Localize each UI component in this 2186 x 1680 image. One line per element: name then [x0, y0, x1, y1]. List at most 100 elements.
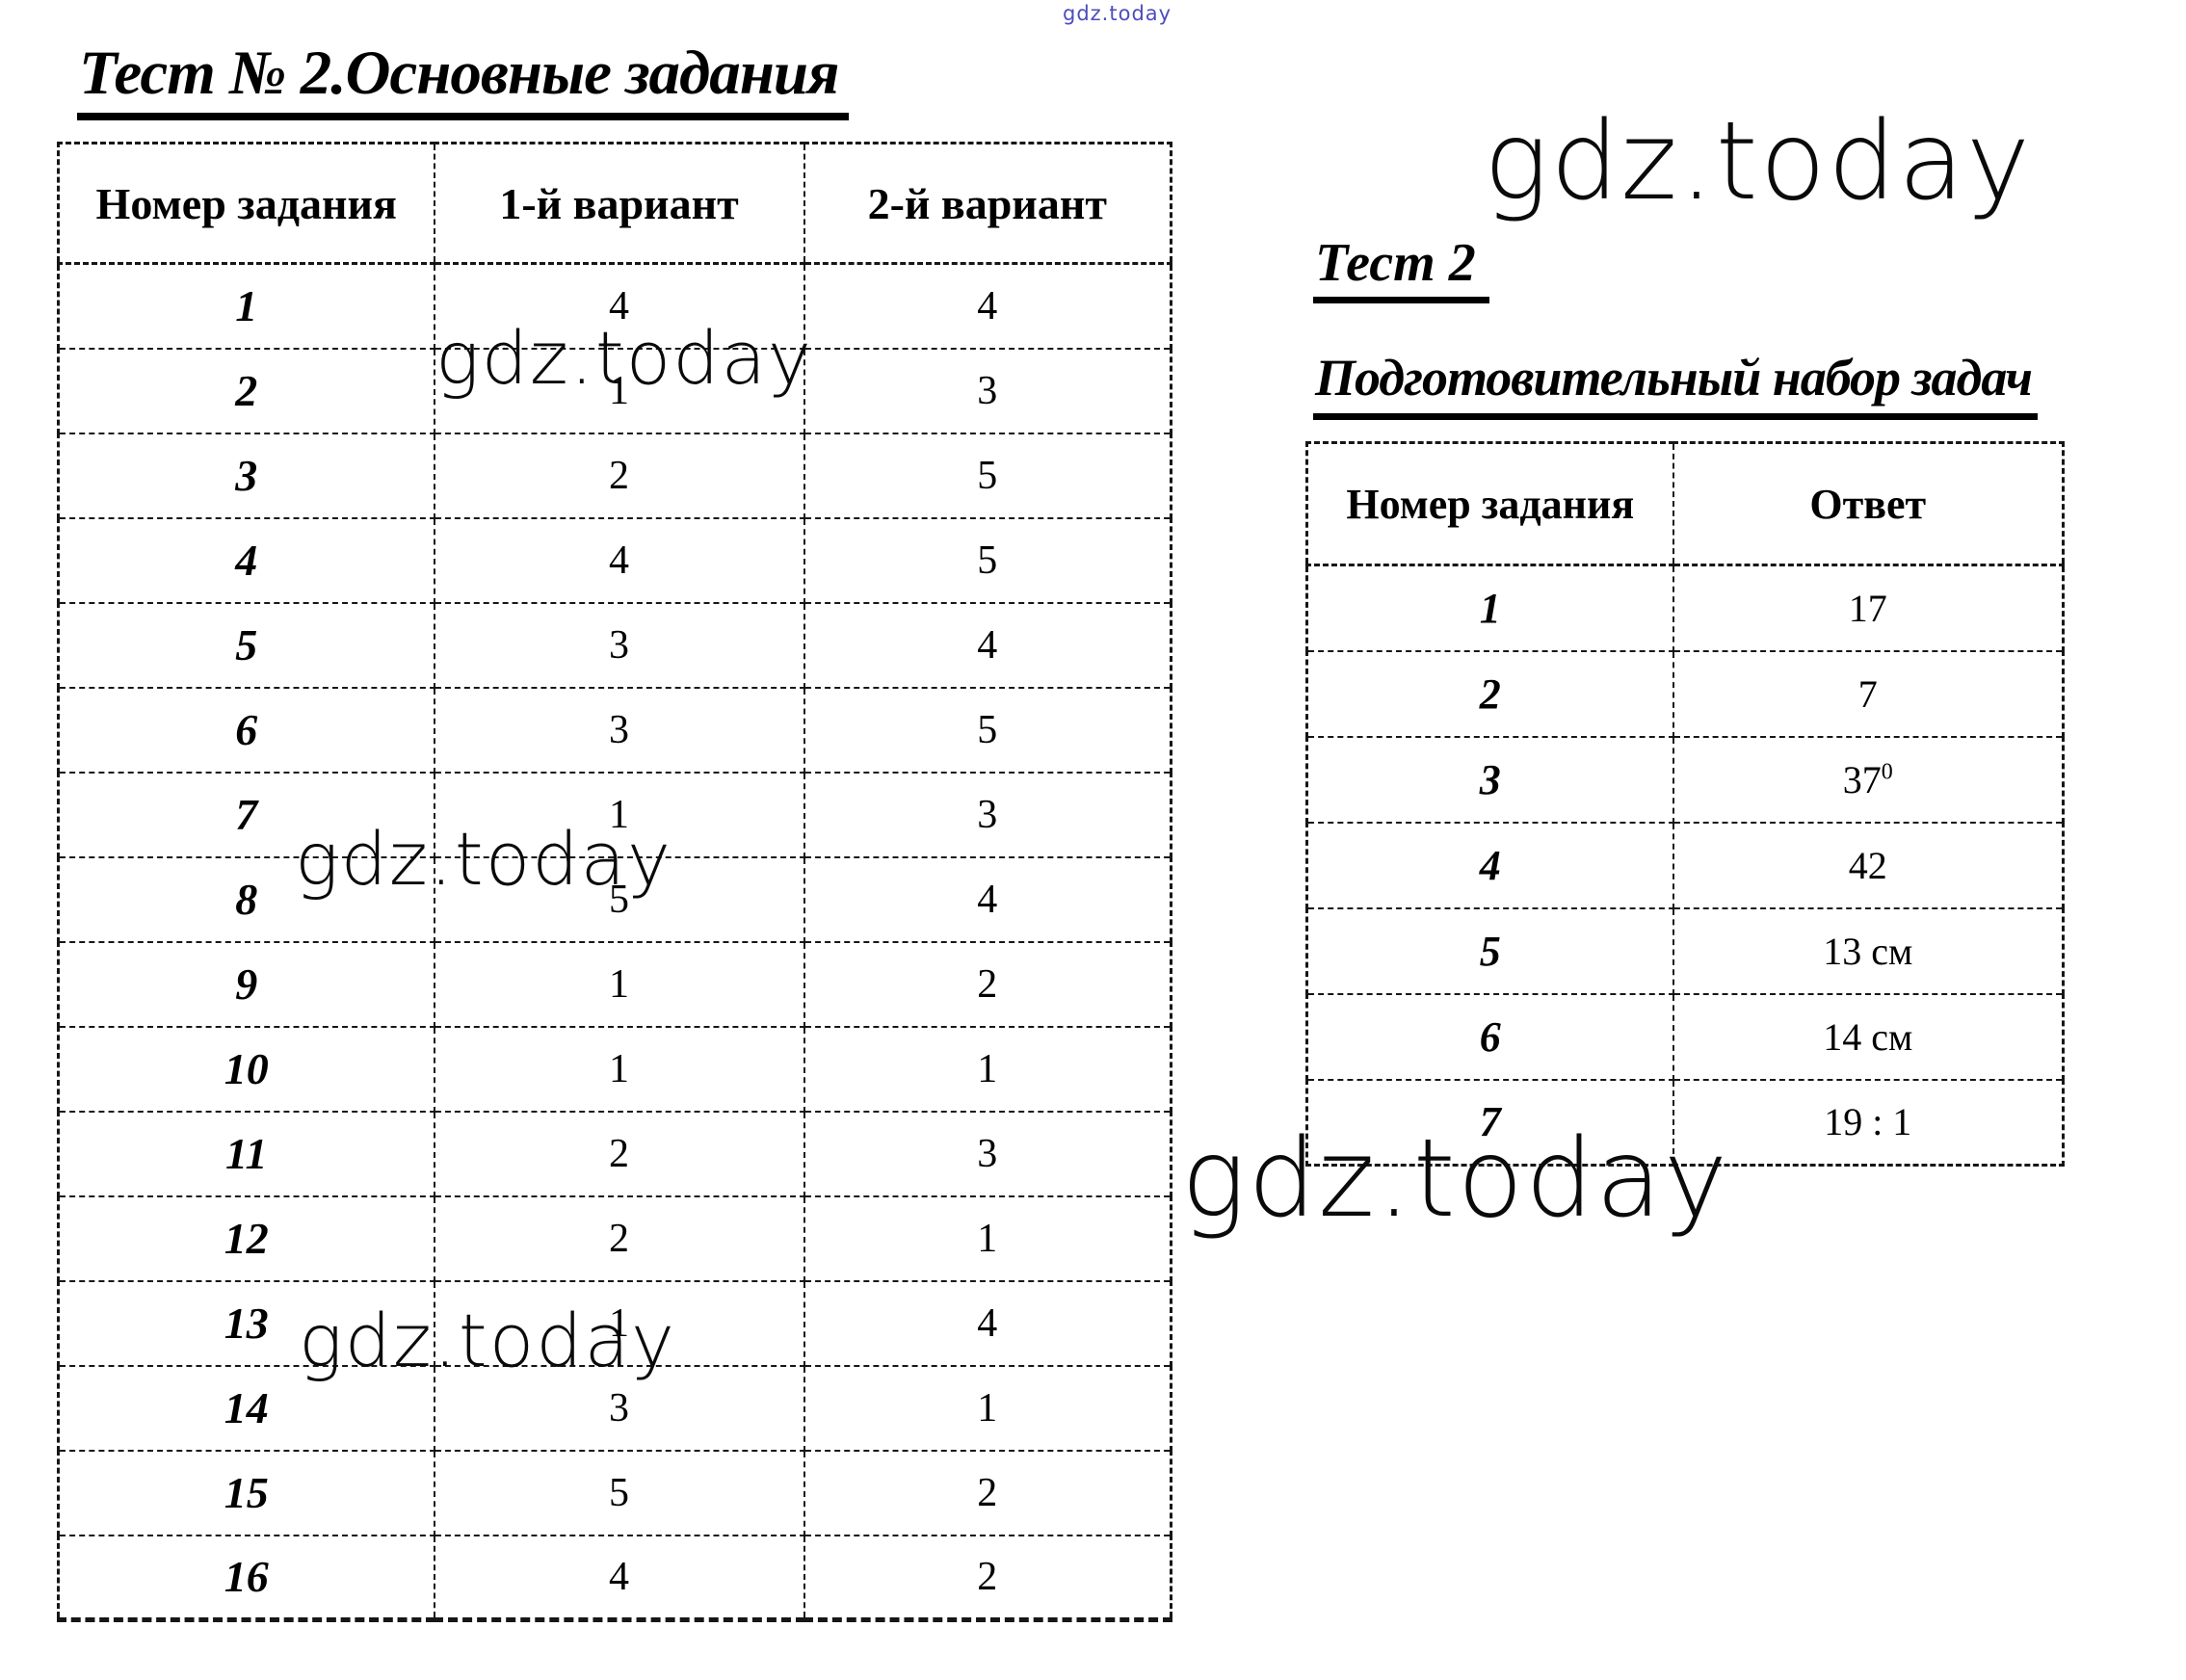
variant2-answer-cell: 4	[803, 601, 1172, 689]
variant2-answer-cell: 4	[803, 262, 1172, 350]
header-variant-1: 1-й вариант	[433, 142, 805, 265]
table-row: 5 13 см	[1305, 906, 2065, 995]
variant2-answer-cell: 1	[803, 1025, 1172, 1113]
variant1-answer-cell: 3	[433, 601, 805, 689]
variant2-answer-cell: 1	[803, 1364, 1172, 1452]
header-task-number: Номер задания	[57, 142, 435, 265]
variant1-answer-cell: 1	[433, 347, 805, 434]
variant1-answer-cell: 4	[433, 1534, 805, 1621]
task-number-cell: 12	[57, 1194, 435, 1282]
variant1-answer-cell: 1	[433, 1279, 805, 1367]
watermark-gdz-small-top: gdz.today	[1063, 2, 1172, 25]
variant1-answer-cell: 2	[433, 432, 805, 519]
table-row: 7 19 : 1	[1305, 1078, 2065, 1167]
task-number-cell: 3	[1305, 735, 1674, 824]
variant1-answer-cell: 5	[433, 855, 805, 943]
table-row: 14 3 1	[57, 1364, 1172, 1452]
task-number-cell: 1	[1305, 564, 1674, 652]
answer-value: 42	[1848, 843, 1887, 887]
task-number-cell: 13	[57, 1279, 435, 1367]
task-number-cell: 6	[1305, 992, 1674, 1081]
answer-cell: 14 см	[1672, 992, 2065, 1081]
variant2-answer-cell: 3	[803, 771, 1172, 858]
table-row: 12 2 1	[57, 1194, 1172, 1282]
answer-cell: 13 см	[1672, 906, 2065, 995]
task-number-cell: 16	[57, 1534, 435, 1621]
task-number-cell: 4	[57, 516, 435, 604]
task-number-cell: 15	[57, 1449, 435, 1536]
task-number-cell: 2	[1305, 649, 1674, 738]
variant2-answer-cell: 2	[803, 1449, 1172, 1536]
header-task-number: Номер задания	[1305, 441, 1674, 566]
task-number-cell: 1	[57, 262, 435, 350]
header-answer: Ответ	[1672, 441, 2065, 566]
answer-value: 14 см	[1823, 1014, 1913, 1059]
variant2-answer-cell: 4	[803, 1279, 1172, 1367]
table-row: 4 42	[1305, 821, 2065, 909]
table-row: 11 2 3	[57, 1110, 1172, 1197]
task-number-cell: 5	[57, 601, 435, 689]
answer-value: 37	[1842, 757, 1882, 801]
variant1-answer-cell: 2	[433, 1110, 805, 1197]
variant2-answer-cell: 4	[803, 855, 1172, 943]
variant1-answer-cell: 5	[433, 1449, 805, 1536]
answer-cell: 17	[1672, 564, 2065, 652]
task-number-cell: 7	[1305, 1078, 1674, 1167]
variant2-answer-cell: 1	[803, 1194, 1172, 1282]
table-header-row: Номер задания 1-й вариант 2-й вариант	[57, 142, 1172, 265]
task-number-cell: 4	[1305, 821, 1674, 909]
answer-superscript: 0	[1881, 759, 1893, 785]
table-row: 13 1 4	[57, 1279, 1172, 1367]
variant2-answer-cell: 3	[803, 347, 1172, 434]
variant1-answer-cell: 1	[433, 1025, 805, 1113]
task-number-cell: 8	[57, 855, 435, 943]
answer-value: 19 : 1	[1824, 1100, 1912, 1144]
task-number-cell: 11	[57, 1110, 435, 1197]
section-heading-test2: Тест 2	[1313, 235, 1489, 303]
variant1-answer-cell: 2	[433, 1194, 805, 1282]
variant1-answer-cell: 4	[433, 262, 805, 350]
variant1-answer-cell: 4	[433, 516, 805, 604]
variant2-answer-cell: 3	[803, 1110, 1172, 1197]
watermark-gdz-large-top-right: gdz.today	[1484, 99, 2033, 224]
task-number-cell: 7	[57, 771, 435, 858]
task-number-cell: 5	[1305, 906, 1674, 995]
variant1-answer-cell: 3	[433, 1364, 805, 1452]
header-variant-2: 2-й вариант	[803, 142, 1172, 265]
table-row: 1 17	[1305, 564, 2065, 652]
task-number-cell: 14	[57, 1364, 435, 1452]
variant1-answer-cell: 1	[433, 771, 805, 858]
task-number-cell: 9	[57, 940, 435, 1028]
variant1-answer-cell: 1	[433, 940, 805, 1028]
answer-value: 7	[1857, 671, 1878, 716]
section-heading-prep-set: Подготовительный набор задач	[1313, 351, 2038, 420]
answer-cell: 370	[1672, 735, 2065, 824]
answer-value: 17	[1848, 586, 1887, 630]
answer-cell: 19 : 1	[1672, 1078, 2065, 1167]
table-row: 16 4 2	[57, 1534, 1172, 1621]
variant1-answer-cell: 3	[433, 686, 805, 774]
answer-value: 13 см	[1823, 929, 1913, 973]
answer-cell: 7	[1672, 649, 2065, 738]
page-title: Тест № 2.Основные задания	[77, 40, 849, 121]
variant2-answer-cell: 5	[803, 686, 1172, 774]
task-number-cell: 10	[57, 1025, 435, 1113]
answer-cell: 42	[1672, 821, 2065, 909]
task-number-cell: 3	[57, 432, 435, 519]
table-row: 6 14 см	[1305, 992, 2065, 1081]
table-header-row: Номер задания Ответ	[1305, 441, 2065, 566]
table-row: 10 1 1	[57, 1025, 1172, 1113]
task-number-cell: 2	[57, 347, 435, 434]
